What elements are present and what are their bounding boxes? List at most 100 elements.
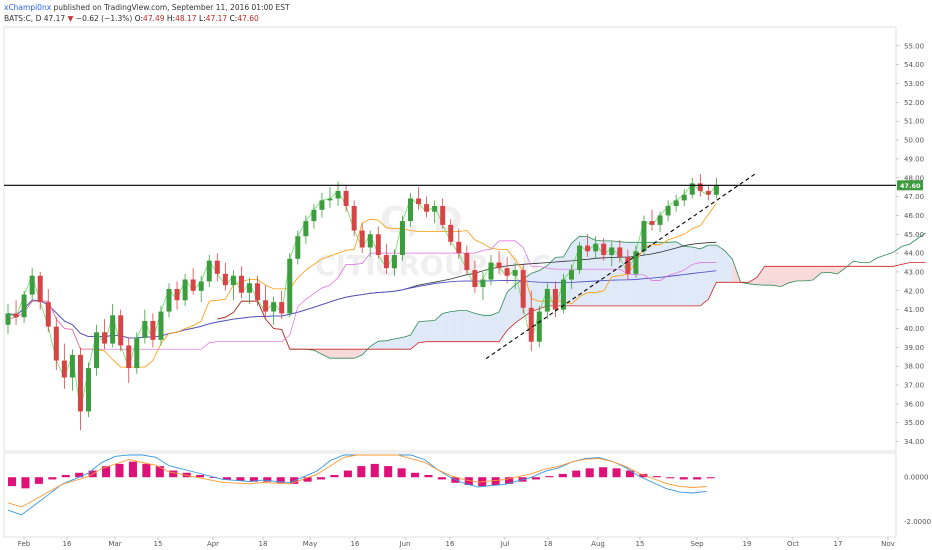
ichimoku-cloud-segment [394,337,403,350]
macd-histogram-bar [249,477,258,482]
macd-histogram-bar [316,477,326,480]
ichimoku-cloud-segment [652,242,661,306]
candle-body [399,221,405,256]
ichimoku-cloud-segment [410,321,419,350]
candle-body [182,279,188,301]
ichimoku-cloud-segment [346,349,355,359]
candle-body [383,255,389,269]
ichimoku-cloud-segment [450,310,459,342]
candle-body [230,275,236,286]
ichimoku-cloud-segment [402,335,411,350]
macd-histogram-bar [491,477,500,485]
candle-body [408,198,413,222]
x-tick-label: 15 [636,540,645,548]
watermark-name: CITIGROUP INC [315,249,551,282]
ichimoku-cloud-segment [676,241,685,306]
candle-body [343,190,349,207]
x-tick-label: 19 [743,540,752,548]
candle-body [118,315,124,346]
ichimoku-cloud-segment [587,236,596,306]
candle-body [705,190,711,195]
macd-histogram-bar [196,475,205,478]
candle-body [13,313,19,318]
candle-body [150,320,156,340]
signal-line [7,454,707,508]
candle-body [61,360,67,378]
candle-body [689,183,695,195]
macd-tick-label: 0.0000 [904,474,929,482]
y-tick-label: 39.00 [904,344,924,352]
candle-body [577,245,583,271]
candle-body [480,279,486,288]
macd-histogram-bar [222,477,232,480]
ichimoku-cloud-segment [491,312,500,342]
ichimoku-cloud-segment [692,247,701,306]
candle-body [335,190,341,199]
macd-histogram-bar [599,467,608,478]
candle-body [657,215,663,225]
candle-body [69,354,75,378]
candle-body [504,268,510,276]
macd-histogram-bar [343,470,352,478]
y-tick-label: 44.00 [904,250,924,258]
macd-histogram-bar [612,468,621,478]
x-tick-label: 18 [259,540,268,548]
candle-body [496,262,502,269]
x-tick-label: Jul [500,540,510,548]
macd-histogram-bar [384,466,393,478]
candle-body [416,198,422,205]
ichimoku-cloud-segment [330,349,339,359]
y-tick-label: 41.00 [904,306,924,314]
x-tick-label: May [303,540,317,548]
macd-histogram-bar [102,466,111,478]
candle-body [53,326,59,361]
price-tag-label: 47.60 [900,182,921,190]
candle-body [126,345,132,369]
y-tick-label: 38.00 [904,363,924,371]
y-tick-label: 34.00 [904,438,924,446]
macd-histogram-bar [169,470,178,478]
symbol-label: BATS:C, D [4,14,42,23]
y-tick-label: 40.00 [904,325,924,333]
x-tick-label: Apr [207,540,219,548]
candle-body [633,251,639,274]
senkou-span-a-line [217,232,926,359]
ichimoku-cloud-segment [507,284,516,331]
macd-histogram-bar [666,477,675,479]
low-label: L: [198,14,206,23]
candle-body [432,206,438,212]
macd-histogram-bar [585,468,594,478]
candle-body [520,270,526,308]
ichimoku-cloud-segment [804,266,813,281]
macd-histogram-bar [21,477,30,489]
kijun-line [7,240,717,350]
ichimoku-cloud-segment [386,338,395,350]
price-pane-border [3,26,897,452]
candle-body [464,253,470,271]
y-tick-label: 46.00 [904,212,924,220]
candle-body [247,283,252,293]
x-tick-label: Aug [591,540,605,548]
ichimoku-cloud-segment [764,266,773,286]
change-arrow-icon: ▼ [67,14,74,23]
ichimoku-cloud-segment [466,310,475,342]
ichimoku-cloud-segment [780,266,789,287]
x-tick-label: Nov [881,540,895,548]
candle-body [552,288,558,310]
candle-body [174,288,180,301]
macd-histogram-bar [303,477,312,482]
ichimoku-cloud-segment [338,349,347,359]
ichimoku-cloud-segment [829,266,838,274]
ichimoku-cloud-segment [716,245,725,283]
candle-body [311,209,317,222]
candle-body [375,234,381,256]
candle-body [142,320,148,338]
ichimoku-cloud-segment [321,349,330,359]
open-label: O: [134,14,144,23]
macd-histogram-bar [357,466,366,478]
ichimoku-cloud-segment [603,240,612,306]
macd-histogram-bar [276,477,285,483]
candle-body [544,288,550,312]
author-link[interactable]: xChampi0nx [4,3,52,12]
